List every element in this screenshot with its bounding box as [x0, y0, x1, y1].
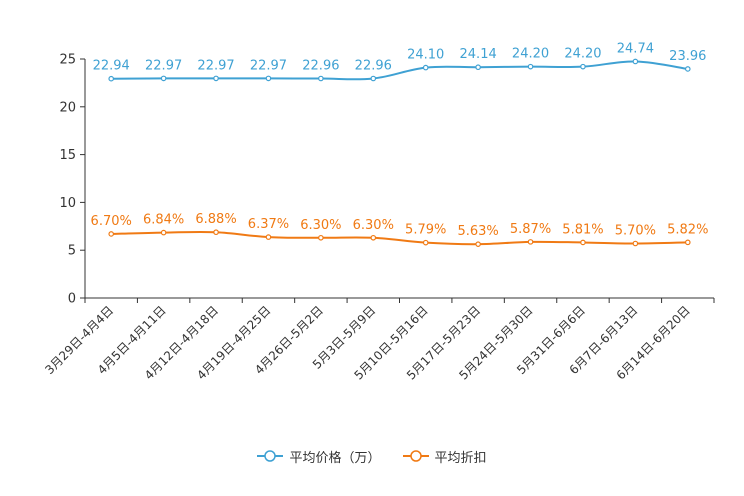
y-tick-label: 10 [59, 196, 76, 211]
data-point[interactable] [684, 66, 691, 72]
data-point[interactable] [475, 241, 481, 247]
data-label: 24.10 [407, 48, 444, 63]
y-tick-label: 25 [59, 53, 76, 68]
legend-label-discount: 平均折扣 [434, 450, 487, 466]
data-label: 5.87% [510, 222, 551, 237]
data-label: 6.84% [143, 213, 184, 228]
x-axis: 3月29日-4月4日4月5日-4月11日4月12日-4月18日4月19日-4月2… [42, 297, 715, 382]
data-label: 5.63% [457, 224, 498, 239]
data-label: 24.20 [512, 47, 549, 62]
legend-line-marker-icon [402, 450, 429, 462]
data-label: 6.37% [248, 217, 289, 232]
data-point[interactable] [160, 75, 167, 82]
data-point[interactable] [422, 239, 429, 246]
data-label: 6.30% [353, 218, 394, 233]
data-label: 22.96 [302, 59, 339, 74]
data-point[interactable] [108, 75, 115, 82]
data-label: 6.30% [300, 218, 341, 233]
data-point[interactable] [422, 64, 429, 71]
plot-area: 22.94 22.97 22.97 22.97 22.96 22.96 24.10 24.14… [91, 41, 708, 247]
data-label: 24.74 [617, 41, 654, 56]
data-label: 5.82% [667, 222, 708, 237]
data-point[interactable] [580, 239, 586, 246]
data-point[interactable] [580, 63, 586, 70]
data-point[interactable] [160, 229, 167, 236]
legend-item-discount[interactable]: 平均折扣 [402, 447, 487, 466]
data-label: 22.97 [145, 58, 182, 73]
data-point[interactable] [475, 64, 481, 71]
data-label: 5.70% [615, 224, 656, 239]
data-label: 5.79% [405, 223, 446, 238]
series-line [111, 60, 688, 81]
data-point[interactable] [370, 234, 377, 241]
data-label: 6.70% [91, 214, 132, 229]
data-point[interactable] [527, 63, 534, 70]
data-label: 24.20 [564, 47, 601, 62]
series-line [111, 230, 688, 246]
y-tick-label: 20 [59, 100, 76, 115]
data-label: 6.88% [195, 212, 236, 227]
data-point[interactable] [108, 231, 115, 237]
y-tick-label: 0 [68, 292, 76, 307]
series-price: 22.94 22.97 22.97 22.97 22.96 22.96 24.10 24.14… [93, 41, 706, 82]
y-axis: 0 5 10 15 20 25 [59, 53, 86, 307]
data-point[interactable] [265, 234, 272, 240]
y-tick-label: 15 [59, 148, 76, 163]
legend-label-price: 平均价格（万） [289, 450, 381, 466]
data-point[interactable] [527, 239, 534, 245]
data-point[interactable] [318, 75, 324, 82]
data-point[interactable] [684, 239, 691, 246]
data-point[interactable] [370, 75, 377, 82]
data-label: 5.81% [562, 222, 603, 237]
series-discount: 6.70% 6.84% 6.88% 6.37% 6.30% 6.30% 5.79% 5.63%… [91, 212, 708, 247]
data-point[interactable] [318, 234, 324, 241]
data-label: 24.14 [460, 47, 497, 62]
data-point[interactable] [632, 58, 639, 65]
data-label: 22.96 [355, 59, 392, 74]
data-label: 22.94 [93, 59, 130, 74]
data-point[interactable] [632, 240, 639, 247]
data-label: 22.97 [197, 58, 234, 73]
y-tick-label: 5 [68, 244, 76, 259]
data-point[interactable] [213, 229, 219, 236]
data-label: 23.96 [669, 49, 706, 64]
legend-item-price[interactable]: 平均价格（万） [257, 447, 381, 466]
data-point[interactable] [265, 75, 272, 82]
legend-line-marker-icon [257, 450, 284, 462]
data-point[interactable] [213, 75, 219, 82]
legend: 平均价格（万） 平均折扣 [0, 444, 744, 468]
data-label: 22.97 [250, 58, 287, 73]
